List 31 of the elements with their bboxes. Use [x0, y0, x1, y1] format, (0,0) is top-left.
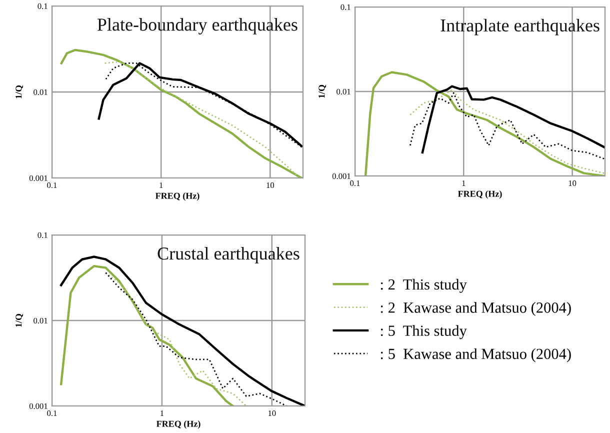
x-tick-label: 1 — [160, 182, 163, 188]
y-tick-label: 0.001 — [29, 175, 48, 182]
y-axis-title: 1/Q — [16, 314, 24, 327]
x-tick-label: 1 — [160, 410, 164, 416]
legend-label: : 2 This study — [380, 278, 467, 293]
text: Crustal earthquakes — [158, 246, 300, 264]
y-axis-title: 1/Q — [318, 84, 326, 98]
x-tick-label: 0.1 — [47, 182, 57, 188]
x-tick-label: 10 — [268, 410, 276, 416]
x-tick-label: 1 — [462, 180, 466, 186]
x-axis-title: FREQ (Hz) — [155, 192, 200, 201]
y-tick-label: 0.1 — [38, 3, 48, 10]
y-tick-label: 0.001 — [29, 403, 48, 410]
y-tick-label: 0.01 — [34, 318, 48, 324]
y-tick-label: 0.01 — [336, 88, 350, 95]
text: Plate-boundary earthquakes — [97, 18, 298, 34]
x-tick-label: 0.1 — [47, 410, 57, 416]
y-tick-label: 0.01 — [34, 89, 48, 96]
legend-label: : 2 Kawase and Matsuo (2004) — [380, 302, 571, 316]
y-tick-label: 0.1 — [340, 4, 350, 10]
x-tick-label: 10 — [266, 182, 274, 188]
legend-label: : 5 Kawase and Matsuo (2004) — [380, 348, 571, 362]
y-tick-label: 0.001 — [332, 173, 350, 180]
x-tick-label: 10 — [568, 180, 576, 186]
legend-label: : 5 This study — [380, 325, 467, 340]
y-axis-title: 1/Q — [16, 85, 24, 98]
text: Intraplate earthquakes — [440, 18, 600, 36]
x-axis-title: FREQ (Hz) — [458, 190, 502, 199]
x-axis-title: FREQ (Hz) — [156, 420, 200, 429]
y-tick-label: 0.1 — [38, 232, 48, 238]
x-tick-label: 0.1 — [350, 180, 360, 186]
